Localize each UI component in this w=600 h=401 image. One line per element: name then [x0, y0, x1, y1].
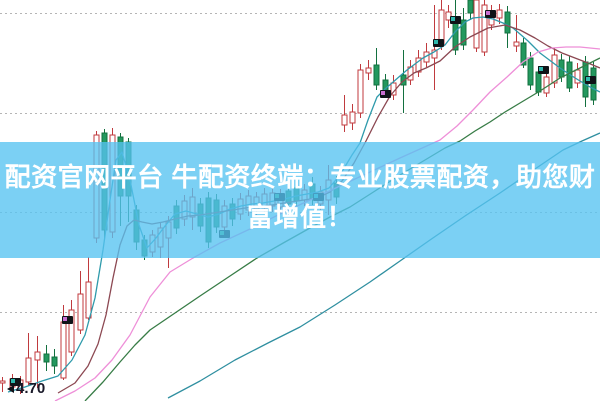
signal-marker-icon [433, 39, 444, 47]
signal-marker-icon [450, 16, 461, 24]
signal-marker-icon [10, 378, 21, 386]
candle-up [431, 49, 438, 59]
candle-up [25, 357, 32, 383]
candle-up [77, 293, 84, 331]
signal-marker-icon [62, 316, 73, 324]
price-label: 4.70 [7, 380, 45, 397]
signal-marker-icon [485, 10, 496, 18]
signal-marker-icon [538, 66, 549, 74]
candle-up [85, 281, 92, 319]
candle-down [43, 353, 50, 363]
signal-marker-icon [380, 90, 391, 98]
candle-up [357, 69, 364, 114]
price-arrow-icon [7, 384, 14, 393]
candle-up [473, 0, 480, 49]
candle-down [527, 57, 534, 86]
candle-up [574, 69, 581, 84]
promo-banner[interactable]: 配资官网平台 牛配资终端：专业股票配资，助您财富增值！ [0, 142, 600, 258]
candle-up [415, 57, 422, 73]
candle-down [400, 74, 407, 86]
candle-down [520, 42, 527, 66]
promo-banner-text: 配资官网平台 牛配资终端：专业股票配资，助您财富增值！ [4, 162, 596, 232]
candle-up [34, 351, 41, 361]
candle-up [513, 41, 520, 47]
price-label-value: 4.70 [16, 380, 46, 397]
candle-down [373, 64, 380, 86]
candle-down [535, 71, 542, 93]
candle-up [551, 54, 558, 84]
candle-up [496, 9, 503, 19]
signal-marker-icon [585, 76, 596, 84]
candle-down [467, 0, 474, 14]
candle-up [341, 114, 348, 126]
candle-down [460, 19, 467, 46]
candle-up [0, 380, 6, 384]
candle-up [365, 67, 372, 74]
candle-down [504, 11, 511, 34]
candle-up [68, 309, 75, 353]
candle-down [51, 356, 58, 367]
candle-up [349, 111, 356, 124]
